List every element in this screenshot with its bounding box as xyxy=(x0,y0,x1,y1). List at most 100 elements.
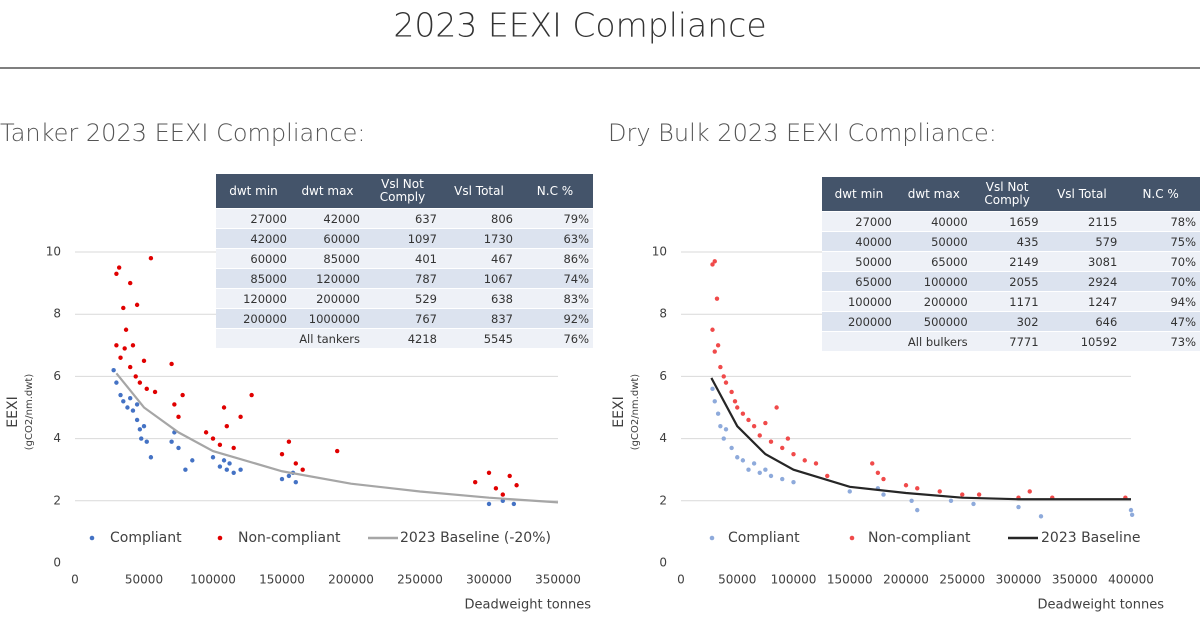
table-row: 40000 50000 435 579 75% xyxy=(822,231,1200,252)
scatter-point xyxy=(121,399,126,404)
x-tick-label: 200000 xyxy=(328,573,374,587)
scatter-point xyxy=(960,492,965,497)
y-tick-label: 2 xyxy=(53,493,61,507)
table-cell: 120000 xyxy=(216,288,291,309)
table-row: 60000 85000 401 467 86% xyxy=(216,248,593,269)
table-cell: 2115 xyxy=(1042,211,1122,232)
scatter-point xyxy=(718,423,723,429)
scatter-point xyxy=(231,445,236,451)
x-tick-label: 350000 xyxy=(535,573,581,587)
chart-title: Tanker 2023 EEXI Compliance: xyxy=(0,119,365,147)
table-cell: 1067 xyxy=(441,268,517,289)
scatter-point xyxy=(111,367,116,373)
scatter-point xyxy=(125,405,130,410)
scatter-point xyxy=(847,489,852,494)
scatter-point xyxy=(221,405,227,410)
scatter-point xyxy=(710,327,715,332)
table-cell: 1097 xyxy=(364,228,441,249)
header-row: dwt min dwt max Vsl Not Comply Vsl Total N.C… xyxy=(822,177,1200,212)
table-cell: 467 xyxy=(441,248,517,269)
table-cell: 70% xyxy=(1121,271,1200,292)
scatter-point xyxy=(791,479,796,485)
scatter-point xyxy=(123,327,129,332)
scatter-point xyxy=(735,455,740,460)
scatter-point xyxy=(114,343,119,348)
legend-swatch xyxy=(709,535,715,541)
table-cell: 1730 xyxy=(441,228,517,249)
column-header: Vsl Not Comply xyxy=(971,177,1043,212)
scatter-point xyxy=(486,470,492,476)
table-cell: 65000 xyxy=(895,251,972,272)
scatter-point xyxy=(971,501,976,507)
legend-swatch xyxy=(849,535,855,541)
table-cell: All bulkers xyxy=(822,331,972,351)
scatter-point xyxy=(729,445,734,451)
scatter-point xyxy=(881,476,886,482)
x-tick-label: 0 xyxy=(677,573,685,587)
scatter-point xyxy=(224,423,229,429)
table-cell: 27000 xyxy=(822,211,896,232)
table-cell: 1247 xyxy=(1042,291,1122,312)
table-cell: 646 xyxy=(1042,311,1122,332)
scatter-point xyxy=(710,262,715,267)
scatter-point xyxy=(514,483,519,488)
table-cell: 10592 xyxy=(1042,331,1122,351)
column-header: dwt min xyxy=(822,177,896,212)
table-cell: 2055 xyxy=(971,271,1043,292)
scatter-point xyxy=(723,427,729,432)
column-header: dwt max xyxy=(291,174,364,209)
column-header: dwt max xyxy=(895,177,972,212)
scatter-point xyxy=(217,464,223,469)
x-tick-label: 400000 xyxy=(1108,573,1154,587)
scatter-point xyxy=(238,467,243,472)
scatter-point xyxy=(732,399,738,404)
column-header: Vsl Total xyxy=(441,174,517,209)
table-row: All bulkers 7771 10592 73% xyxy=(822,331,1200,351)
table-cell: 1000000 xyxy=(291,308,364,329)
scatter-point xyxy=(740,411,746,416)
table-row: 100000 200000 1171 1247 94% xyxy=(822,291,1200,312)
scatter-point xyxy=(903,483,909,488)
scatter-point xyxy=(915,507,920,513)
scatter-point xyxy=(203,430,209,435)
scatter-point xyxy=(134,302,140,308)
scatter-point xyxy=(507,473,512,479)
scatter-point xyxy=(768,439,774,444)
x-tick-label: 250000 xyxy=(939,573,985,587)
scatter-point xyxy=(1027,489,1032,494)
x-tick-label: 200000 xyxy=(883,573,929,587)
scatter-point xyxy=(169,439,174,444)
scatter-point xyxy=(493,486,499,491)
scatter-point xyxy=(169,361,174,367)
scatter-point xyxy=(721,374,726,379)
scatter-point xyxy=(231,470,236,476)
legend-label: Non-compliant xyxy=(868,530,971,546)
scatter-point xyxy=(875,470,881,476)
scatter-point xyxy=(915,486,920,491)
table-row: 27000 42000 637 806 79% xyxy=(216,208,593,229)
scatter-point xyxy=(183,467,188,472)
table-cell: 60000 xyxy=(216,248,291,269)
scatter-point xyxy=(774,405,779,410)
y-axis-label: EEXI xyxy=(5,396,21,427)
scatter-point xyxy=(172,402,177,407)
scatter-point xyxy=(148,455,154,460)
y-tick-label: 2 xyxy=(659,493,667,507)
scatter-point xyxy=(780,476,785,482)
scatter-point xyxy=(791,451,796,457)
scatter-point xyxy=(723,380,729,385)
y-tick-label: 0 xyxy=(659,556,667,570)
legend-swatch xyxy=(217,535,223,541)
x-axis-label: Deadweight tonnes xyxy=(465,598,592,613)
x-tick-label: 100000 xyxy=(190,573,236,587)
y-axis-sublabel: (gCO2/nm.dwt) xyxy=(24,374,35,451)
chart-title: Dry Bulk 2023 EEXI Compliance: xyxy=(608,119,997,147)
scatter-point xyxy=(286,439,292,444)
table-cell: 579 xyxy=(1042,231,1122,252)
scatter-point xyxy=(715,343,721,348)
table-cell: 4218 xyxy=(364,328,441,348)
table-cell: 86% xyxy=(517,248,593,269)
scatter-point xyxy=(128,364,133,370)
table-cell: 435 xyxy=(971,231,1043,252)
scatter-point xyxy=(715,411,721,416)
